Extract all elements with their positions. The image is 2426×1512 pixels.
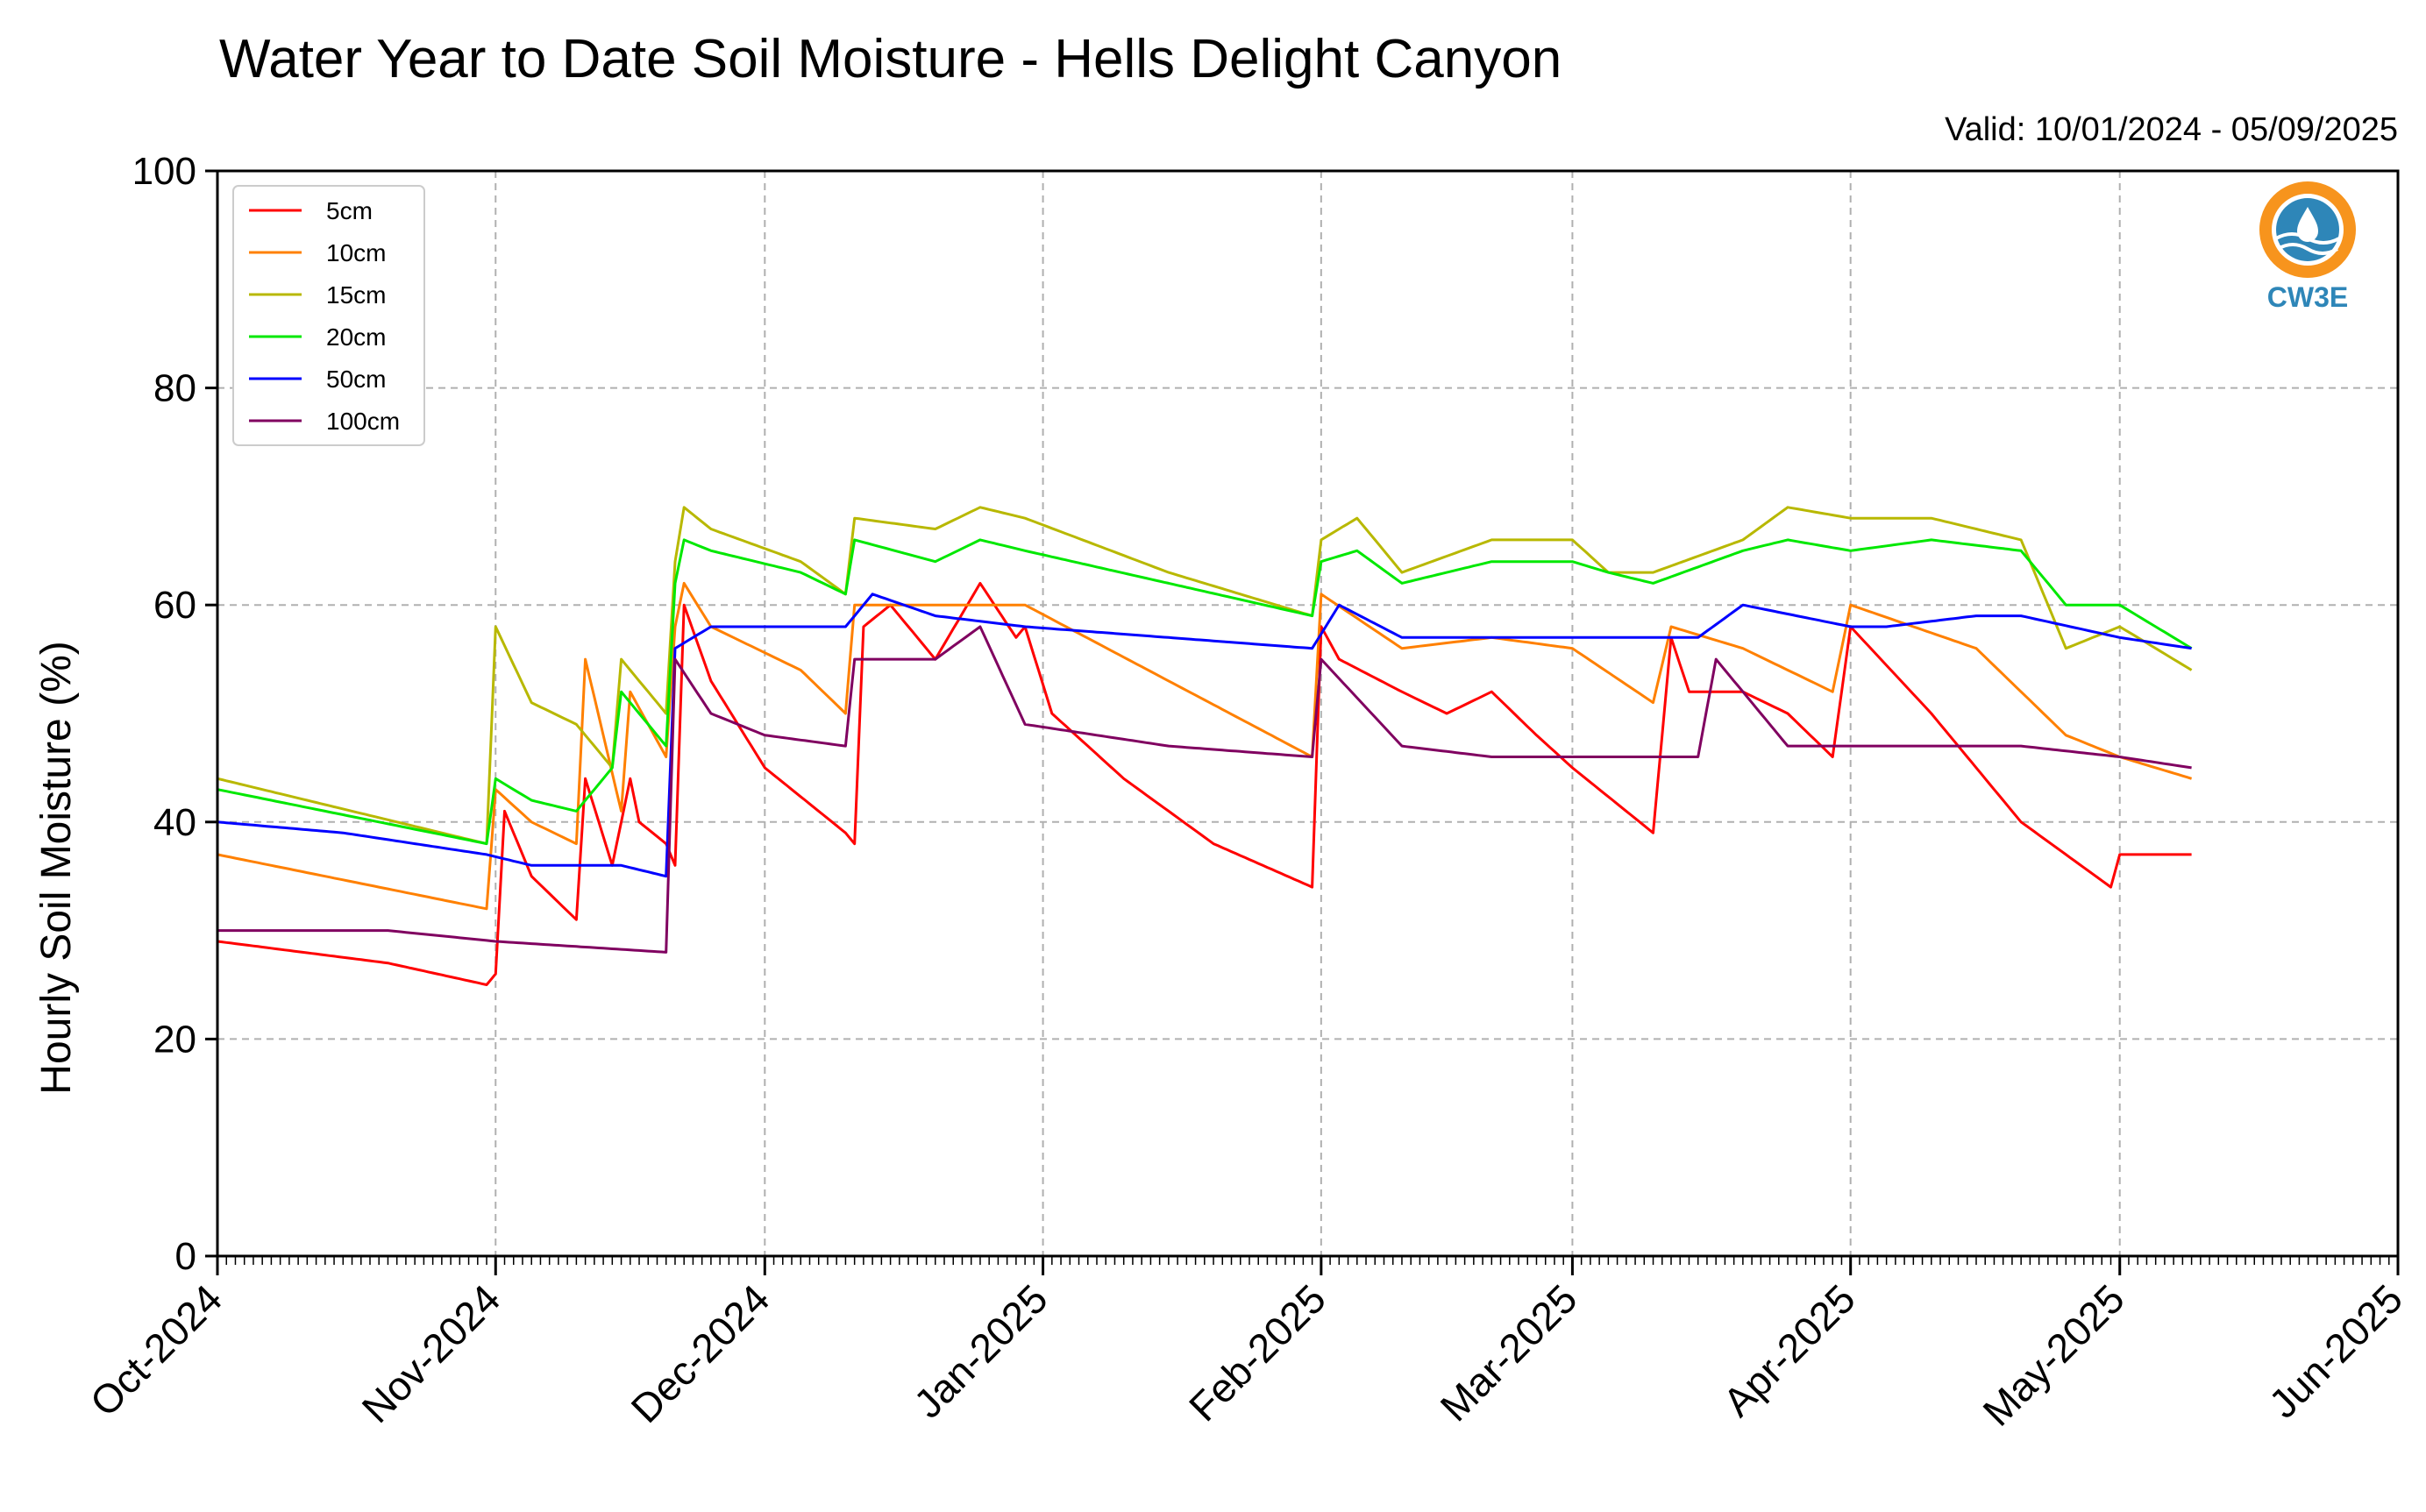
series-line-5cm (217, 581, 2192, 986)
x-tick-label: Nov-2024 (353, 1275, 509, 1431)
y-tick-label: 100 (132, 150, 196, 193)
series-line-100cm (217, 625, 2192, 954)
y-tick-label: 0 (175, 1235, 196, 1278)
legend-label: 5cm (326, 197, 373, 224)
chart-title: Water Year to Date Soil Moisture - Hells… (219, 29, 1562, 89)
x-tick-label: Dec-2024 (623, 1275, 779, 1431)
series-group (217, 506, 2193, 986)
chart-subtitle: Valid: 10/01/2024 - 05/09/2025 (1945, 111, 2398, 148)
legend-label: 20cm (326, 323, 386, 351)
legend-items: 5cm 10cm 15cm 20cm 50cm 100cm (249, 197, 400, 435)
x-tick-label: Feb-2025 (1180, 1275, 1334, 1430)
legend-box (232, 185, 425, 446)
plot-area-frame (216, 169, 2400, 1258)
cw3e-logo: CW3E (2259, 181, 2356, 313)
series-line-20cm (217, 538, 2193, 846)
legend-label: 10cm (326, 239, 386, 266)
grid-lines (217, 171, 2398, 1256)
legend: 5cm 10cm 15cm 20cm 50cm 100cm (232, 185, 425, 446)
x-tick-label: Jun-2025 (2260, 1275, 2411, 1426)
y-tick-label: 80 (153, 367, 196, 410)
logo-drop-icon (2297, 207, 2318, 242)
legend-label: 50cm (326, 366, 386, 393)
x-tick-label: Apr-2025 (1714, 1275, 1864, 1425)
logo-text: CW3E (2267, 281, 2348, 313)
legend-label: 100cm (326, 408, 400, 435)
y-axis-label: Hourly Soil Moisture (%) (33, 641, 80, 1094)
series-line-10cm (217, 581, 2193, 911)
y-tick-label: 20 (153, 1018, 196, 1061)
x-tick-label: Oct-2024 (82, 1275, 231, 1425)
y-tick-label: 40 (153, 801, 196, 844)
x-tick-label: Mar-2025 (1432, 1275, 1586, 1430)
y-tick-label: 60 (153, 584, 196, 627)
x-tick-label: May-2025 (1974, 1275, 2132, 1434)
x-tick-label: Jan-2025 (905, 1275, 1056, 1426)
series-line-50cm (217, 593, 2192, 878)
legend-label: 15cm (326, 281, 386, 309)
axes: 0 20 40 60 80 100 Oct-2024 Nov-2024 Dec-2024 Jan-… (82, 150, 2412, 1435)
logo-ring-icon (2259, 181, 2356, 278)
series-line-15cm (217, 506, 2193, 846)
